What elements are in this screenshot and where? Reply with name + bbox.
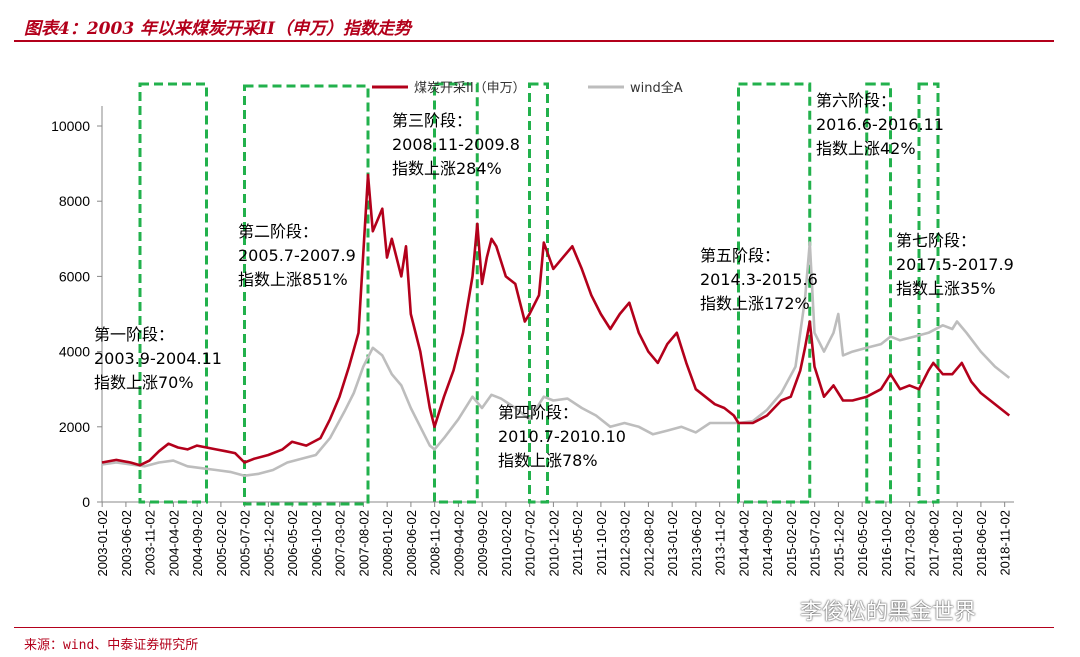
stage-box [737,82,812,504]
x-tick-label: 2018-11-02 [998,510,1013,576]
x-tick-label: 2003-11-02 [143,510,158,576]
x-tick-label: 2011-10-02 [594,510,609,576]
y-tick-label: 10000 [51,118,90,134]
x-tick-label: 2013-01-02 [665,510,680,577]
stage-annotation-line: 第一阶段： [94,325,174,344]
x-tick-label: 2013-06-02 [689,510,704,577]
title-divider [14,40,1054,42]
x-tick-label: 2007-08-02 [356,510,371,577]
y-tick-label: 4000 [59,344,90,360]
stage-annotation-line: 2014.3-2015.6 [700,270,818,289]
y-tick-label: 0 [82,494,90,510]
x-tick-label: 2010-02-02 [499,510,514,577]
legend-label: 煤炭开采II（申万） [414,81,526,96]
watermark: 李俊松的黑金世界 [800,600,977,625]
stage-annotation-line: 第四阶段： [498,403,578,422]
stage-annotation-line: 2008.11-2009.8 [392,135,520,154]
y-axis: 0 2000 4000 6000 8000 10000 [51,106,103,510]
x-tick-label: 2005-02-02 [214,510,229,577]
stage-box [917,82,940,504]
stage-annotation-line: 2005.7-2007.9 [238,246,356,265]
stage-annotation-line: 指数上涨42% [816,139,916,158]
x-tick-label: 2005-12-02 [261,510,276,577]
x-tick-label: 2009-09-02 [475,510,490,577]
x-tick-label: 2004-09-02 [190,510,205,577]
x-tick-label: 2003-01-02 [95,510,110,577]
stage-annotation-line: 2016.6-2016.11 [816,115,944,134]
series-lines [101,173,1011,477]
x-tick-label: 2017-08-02 [926,510,941,577]
x-tick-label: 2006-05-02 [285,510,300,577]
x-tick-label: 2010-12-02 [546,510,561,577]
stage-annotation-line: 第三阶段： [392,111,472,130]
x-tick-label: 2008-01-02 [380,510,395,577]
x-tick-label: 2016-10-02 [879,510,894,577]
x-tick-label: 2016-05-02 [855,510,870,577]
stage-annotation-line: 第六阶段： [816,91,896,110]
x-tick-label: 2007-03-02 [333,510,348,577]
stage-annotation-line: 指数上涨851% [238,270,348,289]
stage-annotation-line: 指数上涨35% [896,279,996,298]
x-tick-label: 2012-08-02 [641,510,656,577]
stage-box [243,84,370,506]
stage-annotation-line: 2010.7-2010.10 [498,427,626,446]
x-tick-label: 2018-06-02 [974,510,989,577]
stage-annotation-line: 指数上涨284% [392,159,502,178]
y-tick-label: 6000 [59,268,90,284]
x-tick-label: 2009-04-02 [451,510,466,577]
x-tick-label: 2010-07-02 [523,510,538,577]
x-tick-label: 2015-12-02 [831,510,846,577]
y-tick-label: 8000 [59,193,90,209]
stage-annotation-line: 2003.9-2004.11 [94,349,222,368]
x-tick-label: 2017-03-02 [903,510,918,577]
x-tick-label: 2011-05-02 [570,510,585,576]
stage-annotation-line: 指数上涨172% [700,294,810,313]
x-tick-label: 2008-06-02 [404,510,419,577]
stage-box [433,82,479,504]
stage-annotation-line: 第五阶段： [700,246,780,265]
stage-annotation-line: 指数上涨70% [94,373,194,392]
stage-box [865,82,892,504]
legend: 煤炭开采II（申万） wind全A [372,80,683,96]
footer-divider [14,627,1054,628]
x-tick-label: 2018-01-02 [950,510,965,577]
figure-title: 图表4：2003 年以来煤炭开采II（申万）指数走势 [24,19,411,39]
x-tick-label: 2006-10-02 [309,510,324,577]
stage-boxes [138,82,940,506]
x-tick-label: 2012-03-02 [618,510,633,577]
x-tick-label: 2013-11-02 [713,510,728,576]
stage-annotation-line: 第七阶段： [896,231,976,250]
x-tick-label: 2004-04-02 [166,510,181,577]
x-tick-label: 2003-06-02 [119,510,134,577]
stage-annotation-line: 2017.5-2017.9 [896,255,1014,274]
x-tick-label: 2005-07-02 [238,510,253,577]
source-note: 来源：wind、中泰证券研究所 [24,638,199,653]
series-line-winda [101,241,1011,477]
x-tick-label: 2014-09-02 [760,510,775,577]
x-tick-label: 2015-02-02 [784,510,799,577]
stage-annotation-line: 指数上涨78% [498,451,598,470]
x-axis: 2003-01-02 2003-06-02 2003-11-02 2004-04-02… [95,501,1014,577]
legend-label: wind全A [630,80,683,96]
index-trend-chart: 0 2000 4000 6000 8000 10000 2003-01-02 2003-06… [51,80,1014,577]
series-line-coal [101,173,1011,467]
stage-annotations: 第一阶段： 2003.9-2004.11 指数上涨70% 第二阶段： 2005.7-20… [94,91,1014,470]
x-tick-label: 2014-04-02 [736,510,751,577]
x-tick-label: 2015-07-02 [808,510,823,577]
x-tick-label: 2008-11-02 [428,510,443,576]
stage-annotation-line: 第二阶段： [238,222,318,241]
stage-box [138,82,208,504]
stage-box [528,82,549,504]
y-tick-label: 2000 [59,419,90,435]
